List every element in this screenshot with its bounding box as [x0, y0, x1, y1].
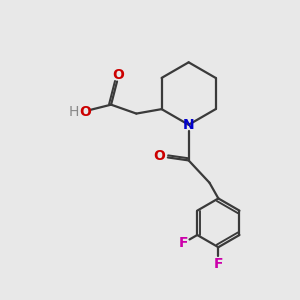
Text: H: H [68, 104, 79, 118]
Text: N: N [183, 118, 194, 132]
Text: F: F [214, 256, 223, 271]
Text: O: O [154, 149, 165, 163]
Text: O: O [112, 68, 124, 82]
Text: O: O [79, 104, 91, 118]
Text: F: F [178, 236, 188, 250]
